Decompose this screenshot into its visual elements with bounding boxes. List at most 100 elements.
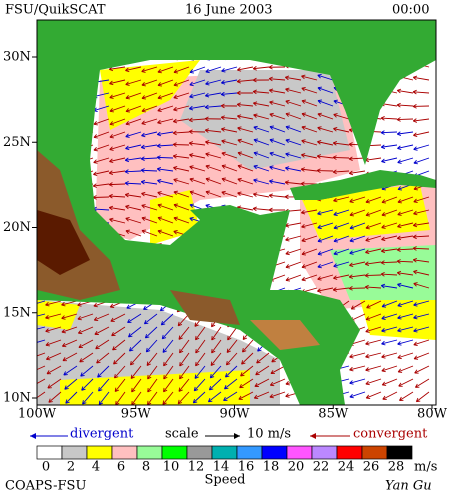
colorbar-label: 24 [338,460,355,475]
wind-arrow [237,66,254,72]
wind-arrow [269,100,286,107]
wind-arrow [382,391,398,400]
wind-arrow [380,130,398,135]
colorbar-swatch [136,445,163,460]
wind-arrow [285,166,302,172]
wind-arrow [156,143,174,149]
wind-arrow [256,352,270,364]
wind-arrow [413,196,430,203]
wind-arrow [205,190,222,198]
wind-arrow [221,177,238,185]
wind-arrow [172,142,190,147]
wind-arrow [380,115,398,121]
wind-arrow [284,75,302,81]
wind-arrow [211,326,222,341]
wind-arrow [348,274,366,279]
wind-arrow [141,131,158,138]
wind-arrow [173,166,190,172]
legend: divergent scale 10 m/s convergent [30,427,428,442]
wind-arrow [189,190,206,198]
lon-label: 100W [18,407,57,422]
colorbar-swatch [311,445,338,460]
wind-arrow [108,193,126,199]
wind-arrow [163,378,174,393]
lat-axis: 30N 25N 20N 15N 10N [3,50,37,406]
wind-arrow [396,117,414,122]
colorbar-label: 22 [313,460,330,475]
wind-arrow [147,365,158,380]
wind-arrow [349,196,366,203]
wind-arrow [236,102,254,108]
wind-arrow [37,378,46,385]
wind-arrow [156,166,174,172]
colorbar-swatch [336,445,363,460]
wind-arrow [414,378,430,388]
colorbar-label: 2 [67,460,75,475]
wind-arrow [333,126,350,133]
wind-arrow [93,170,110,176]
wind-arrow [253,113,270,120]
wind-arrow [77,326,94,335]
wind-arrow [95,339,110,350]
wind-arrow [253,164,270,172]
wind-arrow [381,300,398,308]
wind-arrow [179,339,190,354]
wind-arrow [109,118,126,126]
wind-arrow [109,105,126,113]
wind-arrow [398,378,414,387]
wind-arrow [285,87,302,94]
wind-arrow [253,151,270,159]
wind-arrow [188,129,206,135]
wind-arrow [62,352,78,362]
wind-arrow [189,165,206,172]
wind-arrow [238,391,254,400]
wind-arrow [269,378,286,387]
wind-arrow [349,248,366,255]
wind-arrow [220,115,238,120]
wind-arrow [396,259,414,264]
wind-arrow [125,204,142,211]
wind-arrow [211,339,222,354]
wind-arrow [252,206,270,212]
wind-arrow [48,391,62,403]
wind-arrow [381,339,398,346]
wind-arrow [112,339,126,351]
wind-arrow [221,66,238,73]
wind-arrow [47,378,62,389]
wind-arrow [125,66,142,73]
wind-arrow [285,248,302,256]
wind-arrow [397,326,414,333]
wind-arrow [93,131,110,139]
wind-arrow [81,378,94,391]
wind-arrow [130,365,142,379]
wind-arrow [114,378,126,393]
wind-arrow [399,391,414,401]
wind-arrow [349,235,366,243]
wind-arrow [317,140,334,146]
wind-arrow [141,204,158,211]
wind-arrow [157,191,174,198]
wind-arrow [61,339,78,348]
wind-arrow [253,178,270,185]
wind-arrow [412,222,430,228]
wind-arrow [172,118,190,124]
wind-arrow [317,74,334,81]
wind-arrow [157,105,174,112]
wind-arrow [173,105,190,112]
wind-arrow [316,168,334,173]
wind-arrow [268,88,286,94]
wind-arrow [125,217,142,224]
colorbar-label: 8 [142,460,150,475]
wind-arrow [365,326,382,333]
wind-arrow [77,313,94,321]
wind-arrow [205,79,222,86]
wind-arrow [204,128,222,133]
wind-arrow [364,261,382,266]
lon-label: 85W [318,407,349,422]
wind-arrow [268,76,286,82]
colorbar-label: 14 [213,460,230,475]
wind-arrow [332,169,350,175]
wind-arrow [108,205,126,211]
wind-arrow [301,222,318,229]
wind-arrow [397,352,414,360]
